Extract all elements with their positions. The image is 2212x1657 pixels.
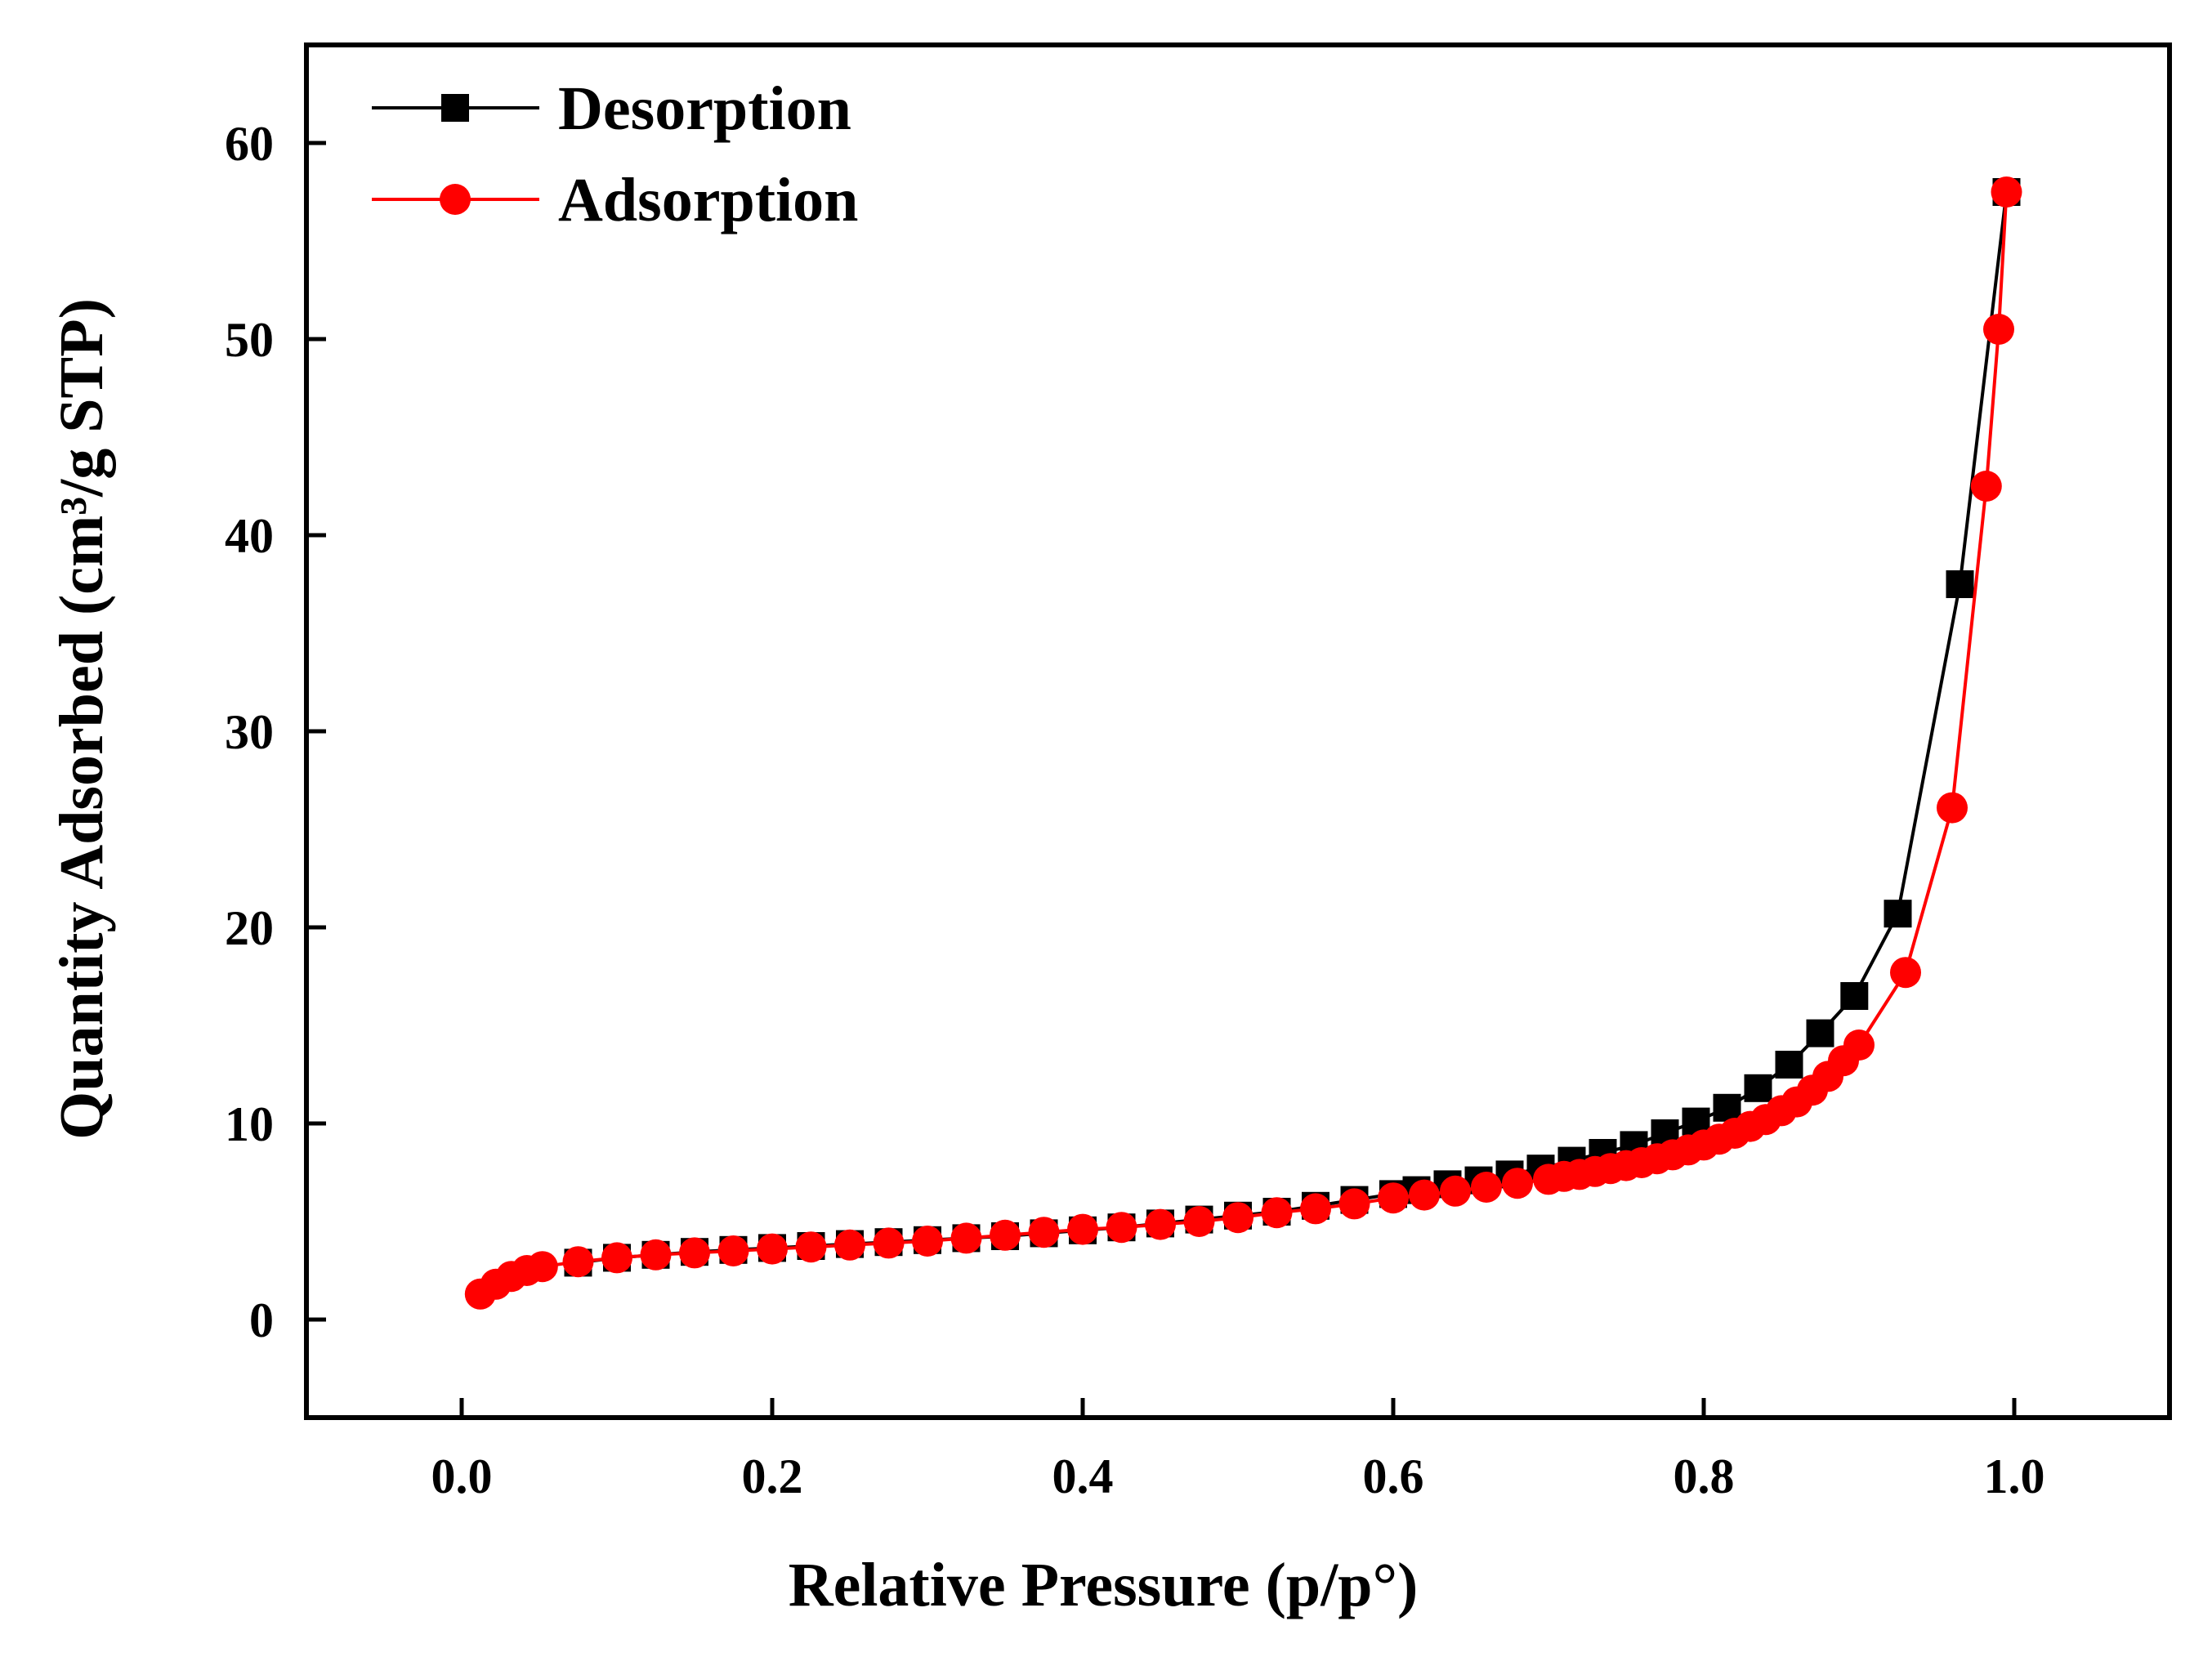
adsorption-point (1890, 957, 1921, 989)
adsorption-point (562, 1246, 594, 1278)
x-tick-label: 0.8 (1674, 1449, 1735, 1503)
adsorption-point (1028, 1217, 1060, 1248)
adsorption-point (1983, 314, 2014, 345)
adsorption-point (640, 1239, 672, 1271)
adsorption-point (1409, 1179, 1440, 1211)
y-axis-title: Quantity Adsorbed (cm³/g STP) (47, 298, 116, 1140)
adsorption-point (1183, 1206, 1215, 1237)
adsorption-point (873, 1227, 905, 1259)
x-tick-label: 0.4 (1052, 1449, 1114, 1503)
desorption-point (1884, 900, 1912, 928)
adsorption-point (912, 1226, 943, 1257)
desorption-point (1744, 1074, 1772, 1102)
y-tick-label: 30 (225, 705, 274, 759)
adsorption-point (990, 1219, 1021, 1251)
adsorption-point (1843, 1029, 1875, 1061)
adsorption-point (795, 1231, 827, 1263)
adsorption-point (1222, 1202, 1253, 1234)
x-tick-label: 0.6 (1363, 1449, 1424, 1503)
desorption-point (1806, 1019, 1834, 1047)
adsorption-point (1471, 1172, 1502, 1203)
legend: Desorption Adsorption (372, 74, 858, 234)
legend-label: Adsorption (558, 166, 858, 234)
x-tick-label: 0.2 (742, 1449, 803, 1503)
adsorption-point (679, 1237, 710, 1269)
adsorption-point (601, 1242, 632, 1274)
y-tick-label: 50 (225, 313, 274, 367)
x-axis-title: Relative Pressure (p/p°) (789, 1551, 1419, 1619)
legend-marker (440, 184, 471, 215)
legend-label: Desorption (558, 74, 851, 143)
adsorption-point (1106, 1212, 1137, 1244)
adsorption-point (1970, 471, 2002, 502)
desorption-point (1713, 1093, 1741, 1122)
adsorption-point (834, 1229, 865, 1261)
desorption-point (1840, 982, 1869, 1010)
adsorption-point (1991, 176, 2022, 208)
desorption-point (1946, 570, 1974, 598)
adsorption-point (757, 1233, 788, 1265)
series-adsorption (464, 176, 2022, 1310)
adsorption-point (1440, 1175, 1471, 1207)
legend-item-adsorption: Adsorption (372, 166, 858, 234)
adsorption-point (1937, 792, 1968, 824)
axes: 0.0 0.2 0.4 0.6 0.8 1.0 0 10 20 30 40 50 60 (225, 117, 2045, 1503)
adsorption-point (1338, 1188, 1370, 1220)
adsorption-point (950, 1222, 982, 1254)
adsorption-point (1300, 1193, 1331, 1225)
y-tick-label: 0 (249, 1293, 274, 1347)
y-tick-label: 10 (225, 1097, 274, 1151)
y-tick-label: 20 (225, 901, 274, 955)
x-tick-label: 1.0 (1984, 1449, 2045, 1503)
adsorption-point (1145, 1208, 1176, 1240)
series-layer (464, 176, 2022, 1310)
x-tick-label: 0.0 (431, 1449, 493, 1503)
adsorption-point (1378, 1182, 1409, 1214)
y-tick-label: 40 (225, 509, 274, 563)
adsorption-point (1502, 1168, 1533, 1199)
adsorption-point (717, 1235, 749, 1266)
legend-marker (441, 94, 469, 122)
adsorption-point (1261, 1197, 1293, 1229)
adsorption-point (526, 1251, 558, 1283)
desorption-point (1775, 1051, 1803, 1079)
legend-item-desorption: Desorption (372, 74, 851, 143)
y-tick-label: 60 (225, 117, 274, 171)
adsorption-point (1067, 1213, 1098, 1245)
